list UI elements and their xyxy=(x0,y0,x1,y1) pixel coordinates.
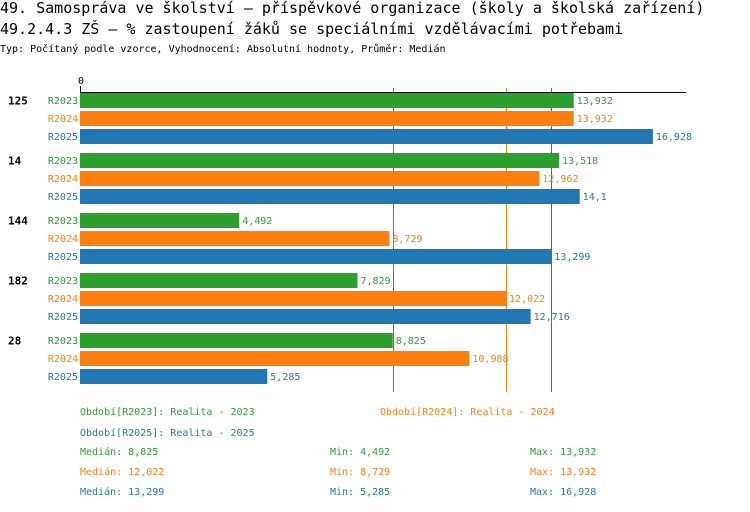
value-label: 5,285 xyxy=(270,372,300,383)
series-label: R2024 xyxy=(48,294,78,305)
bar-r2023-144 xyxy=(80,213,239,228)
value-label: 13,299 xyxy=(554,252,590,263)
stat-max-r2023: Max: 13,932 xyxy=(530,447,596,459)
bar-r2024-125 xyxy=(80,111,574,126)
series-label: R2023 xyxy=(48,156,78,167)
value-label: 10,988 xyxy=(472,354,508,365)
stat-median-r2025: Medián: 13,299 xyxy=(80,487,164,499)
series-label: R2023 xyxy=(48,336,78,347)
value-label: 12,962 xyxy=(542,174,578,185)
value-label: 16,928 xyxy=(656,132,692,143)
category-label: 125 xyxy=(8,95,28,108)
stat-median-r2023: Medián: 8,825 xyxy=(80,447,158,459)
bar-r2025-125 xyxy=(80,129,653,144)
series-label: R2025 xyxy=(48,192,78,203)
series-label: R2025 xyxy=(48,372,78,383)
stat-min-r2023: Min: 4,492 xyxy=(330,447,390,459)
bar-r2024-144 xyxy=(80,231,389,246)
series-label: R2024 xyxy=(48,234,78,245)
bar-r2025-14 xyxy=(80,189,580,204)
bar-r2025-144 xyxy=(80,249,551,264)
bar-r2024-28 xyxy=(80,351,469,366)
x-axis: 0 xyxy=(78,76,686,93)
value-label: 7,829 xyxy=(360,276,390,287)
series-label: R2025 xyxy=(48,312,78,323)
value-label: 14,1 xyxy=(583,192,607,203)
value-label: 13,518 xyxy=(562,156,598,167)
series-label: R2023 xyxy=(48,276,78,287)
series-label: R2024 xyxy=(48,174,78,185)
category-label: 182 xyxy=(8,275,28,288)
stat-max-r2024: Max: 13,932 xyxy=(530,467,596,479)
series-label: R2023 xyxy=(48,96,78,107)
bar-r2023-14 xyxy=(80,153,559,168)
value-label: 13,932 xyxy=(577,96,613,107)
bar-r2024-182 xyxy=(80,291,506,306)
series-label: R2025 xyxy=(48,132,78,143)
value-label: 13,932 xyxy=(577,114,613,125)
bar-r2023-182 xyxy=(80,273,357,288)
chart-title: 49. Samospráva ve školství – příspěvkové… xyxy=(0,0,704,17)
series-label: R2024 xyxy=(48,114,78,125)
bar-r2025-28 xyxy=(80,369,267,384)
stat-max-r2025: Max: 16,928 xyxy=(530,487,596,499)
series-label: R2023 xyxy=(48,216,78,227)
category-label: 28 xyxy=(8,335,21,348)
bar-r2023-28 xyxy=(80,333,393,348)
value-label: 12,716 xyxy=(534,312,570,323)
stat-min-r2024: Min: 8,729 xyxy=(330,467,390,479)
bar-r2024-14 xyxy=(80,171,539,186)
stat-min-r2025: Min: 5,285 xyxy=(330,487,390,499)
category-label: 144 xyxy=(8,215,28,228)
legend-item-r2023: Období[R2023]: Realita - 2023 xyxy=(80,407,255,419)
x-tick-label: 0 xyxy=(78,76,84,87)
legend-item-r2025: Období[R2025]: Realita - 2025 xyxy=(80,428,255,440)
series-label: R2025 xyxy=(48,252,78,263)
bar-groups: 125 R2023 13,932 R2024 13,932 R2025 16,928 14 R2… xyxy=(8,93,692,384)
bar-r2023-125 xyxy=(80,93,574,108)
value-label: 12,022 xyxy=(509,294,545,305)
series-label: R2024 xyxy=(48,354,78,365)
category-label: 14 xyxy=(8,155,22,168)
legend-item-r2024: Období[R2024]: Realita - 2024 xyxy=(380,407,555,419)
bar-r2025-182 xyxy=(80,309,531,324)
value-label: 4,492 xyxy=(242,216,272,227)
chart-caption: Typ: Počítaný podle vzorce, Vyhodnocení:… xyxy=(0,44,446,56)
chart-subtitle: 49.2.4.3 ZŠ – % zastoupení žáků se speci… xyxy=(0,21,623,38)
value-label: 8,729 xyxy=(392,234,422,245)
value-label: 8,825 xyxy=(396,336,426,347)
stat-median-r2024: Medián: 12,022 xyxy=(80,467,164,479)
